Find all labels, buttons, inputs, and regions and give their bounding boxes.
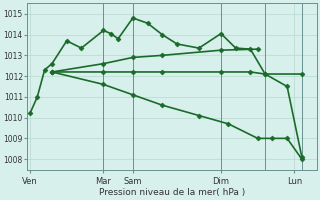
X-axis label: Pression niveau de la mer( hPa ): Pression niveau de la mer( hPa ) [99,188,245,197]
